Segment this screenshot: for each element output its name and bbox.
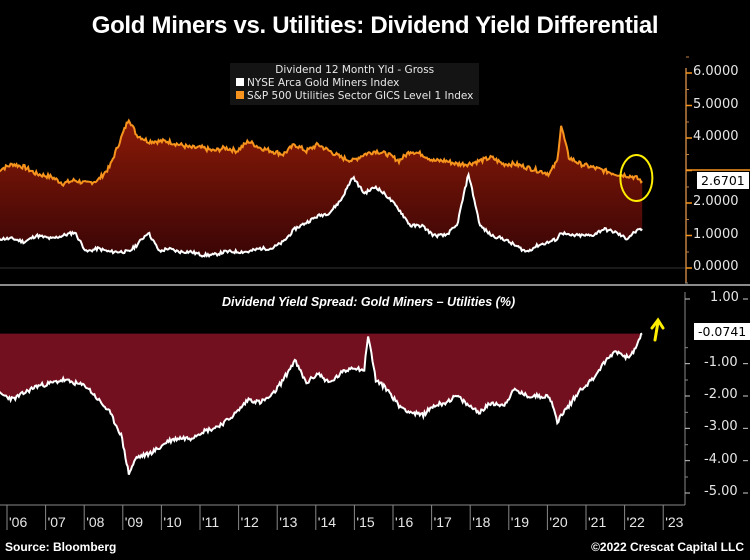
series-line-utilities xyxy=(0,118,643,188)
x-tick-label: '17 xyxy=(433,514,452,530)
top-y-tick-label: 4.0000 xyxy=(693,129,739,144)
x-tick-label: '21 xyxy=(588,514,607,530)
x-tick-label: '23 xyxy=(665,514,684,530)
x-tick-label: '08 xyxy=(86,514,105,530)
yield-differential-fill xyxy=(0,120,643,257)
series-line-spread xyxy=(0,332,643,475)
legend-item-utilities: S&P 500 Utilities Sector GICS Level 1 In… xyxy=(236,90,473,103)
legend-item-gold-miners: NYSE Arca Gold Miners Index xyxy=(236,77,473,90)
x-tick-label: '20 xyxy=(549,514,568,530)
x-tick-label: '22 xyxy=(626,514,645,530)
top-plot xyxy=(0,118,654,259)
up-arrow-icon xyxy=(650,317,665,342)
x-tick-label: '15 xyxy=(356,514,375,530)
series-line-gold-miners xyxy=(0,171,643,259)
top-y-tick-label: 6.0000 xyxy=(693,64,739,79)
legend-swatch-orange xyxy=(236,91,244,99)
bottom-y-tick-label: -2.00 xyxy=(704,387,738,402)
axes xyxy=(0,56,750,530)
x-tick-label: '19 xyxy=(510,514,530,530)
legend-label: S&P 500 Utilities Sector GICS Level 1 In… xyxy=(247,90,474,102)
bottom-y-tick-label: -5.00 xyxy=(704,484,738,499)
spread-chart-title: Dividend Yield Spread: Gold Miners – Uti… xyxy=(222,295,516,309)
top-y-tick-label: 2.0000 xyxy=(693,194,739,209)
last-value-tag-top: 2.6701 xyxy=(697,172,749,189)
x-tick-label: '10 xyxy=(163,514,182,530)
bottom-y-tick-label: -4.00 xyxy=(704,451,738,467)
x-tick-label: '06 xyxy=(9,514,28,530)
legend-title: Dividend 12 Month Yld - Gross xyxy=(275,64,435,76)
bottom-y-tick-label: -1.00 xyxy=(704,354,738,370)
x-tick-label: '13 xyxy=(279,514,298,530)
bottom-y-tick-label: -3.00 xyxy=(704,419,738,435)
bottom-plot xyxy=(0,317,665,475)
copyright-label: ©2022 Crescat Capital LLC xyxy=(591,540,744,554)
top-y-tick-label: 5.0000 xyxy=(693,96,739,112)
last-value-tag-bottom: -0.0741 xyxy=(694,323,750,340)
bottom-y-tick-label: 1.00 xyxy=(710,290,739,305)
legend: Dividend 12 Month Yld - Gross NYSE Arca … xyxy=(230,63,480,105)
top-y-tick-label: 1.0000 xyxy=(693,226,739,242)
x-tick-label: '12 xyxy=(240,514,259,530)
spread-fill xyxy=(0,333,643,475)
chart-title: Gold Miners vs. Utilities: Dividend Yiel… xyxy=(91,12,659,39)
x-tick-label: '14 xyxy=(317,514,337,530)
legend-swatch-white xyxy=(236,78,244,86)
legend-label: NYSE Arca Gold Miners Index xyxy=(247,77,400,89)
x-tick-label: '16 xyxy=(395,514,414,530)
x-tick-label: '18 xyxy=(472,514,491,530)
highlight-circle xyxy=(619,154,654,202)
x-tick-label: '07 xyxy=(47,514,66,530)
top-y-tick-label: 0.0000 xyxy=(693,259,739,274)
x-tick-label: '09 xyxy=(124,514,144,530)
source-label: Source: Bloomberg xyxy=(5,540,117,554)
x-tick-label: '11 xyxy=(202,514,220,530)
